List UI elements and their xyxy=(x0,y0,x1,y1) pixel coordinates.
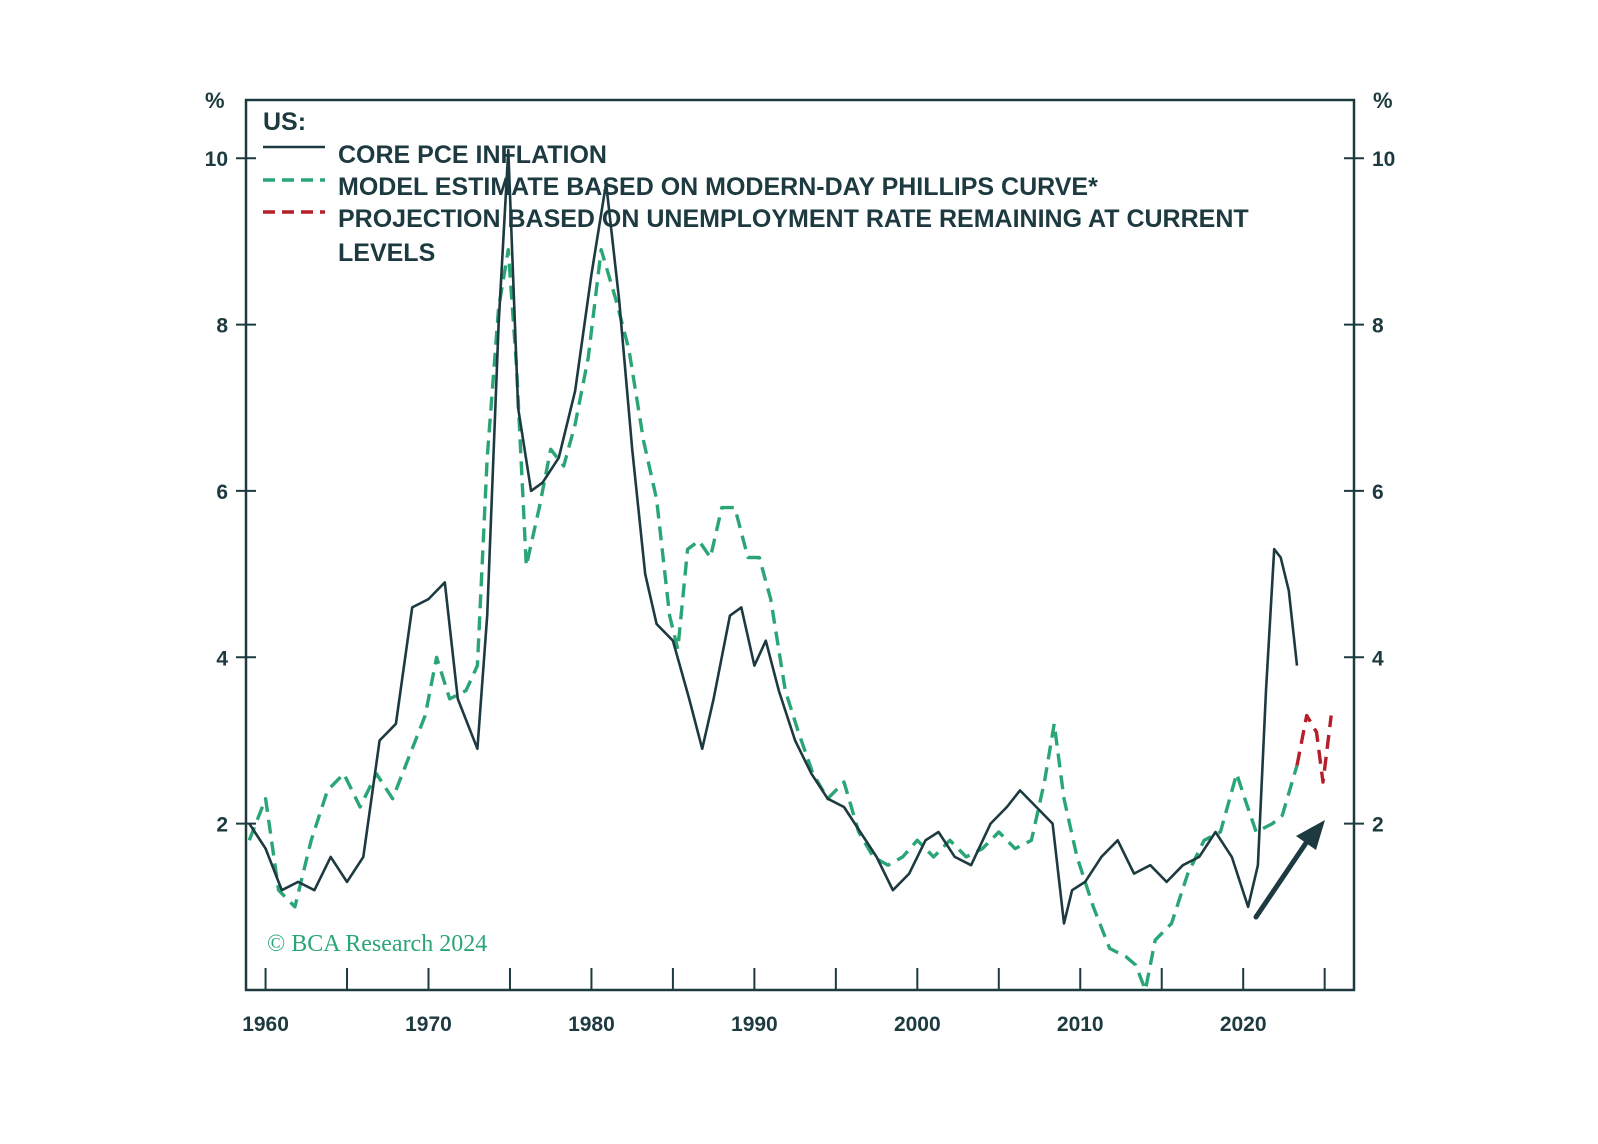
x-tick-label: 1990 xyxy=(731,1013,778,1036)
y-tick-labels-left: 2 4 6 8 10 xyxy=(205,148,229,836)
y-tick-label-right: 10 xyxy=(1372,148,1395,171)
series-line-projection xyxy=(1295,713,1333,784)
y-tick-label-left: 4 xyxy=(216,647,228,670)
plot-frame xyxy=(244,98,1356,992)
y-tick-label-left: 6 xyxy=(216,481,228,504)
legend-title: US: xyxy=(263,108,306,136)
y-tick-label-right: 2 xyxy=(1372,814,1384,837)
y-tick-label-right: 6 xyxy=(1372,481,1384,504)
legend-label-core-pce: CORE PCE INFLATION xyxy=(338,141,607,169)
y-tick-label-right: 8 xyxy=(1372,315,1384,338)
y-tick-labels-right: 2 4 6 8 10 xyxy=(1372,148,1395,836)
legend-label-projection-line1: PROJECTION BASED ON UNEMPLOYMENT RATE RE… xyxy=(338,205,1249,233)
x-tick-label: 2010 xyxy=(1057,1013,1104,1036)
y-tick-label-left: 8 xyxy=(216,315,228,338)
series-layer xyxy=(247,148,1333,992)
y-axis-unit-right: % xyxy=(1373,88,1393,113)
x-tick-label: 2020 xyxy=(1220,1013,1267,1036)
y-tick-label-right: 4 xyxy=(1372,647,1384,670)
x-tick-label: 1980 xyxy=(568,1013,615,1036)
series-line-model-estimate xyxy=(247,248,1299,992)
x-tick-label: 1970 xyxy=(405,1013,452,1036)
source-credit: © BCA Research 2024 xyxy=(267,931,487,957)
y-axis-unit-left: % xyxy=(205,88,225,113)
legend: US: CORE PCE INFLATION MODEL ESTIMATE BA… xyxy=(263,108,1249,267)
legend-label-projection-line2: LEVELS xyxy=(338,239,435,267)
x-tick-label: 1960 xyxy=(242,1013,289,1036)
y-tick-label-left: 2 xyxy=(216,814,228,837)
legend-label-model-estimate: MODEL ESTIMATE BASED ON MODERN-DAY PHILL… xyxy=(338,173,1098,201)
arrow-annotation-icon xyxy=(1253,820,1325,920)
y-tick-label-left: 10 xyxy=(205,148,228,171)
series-line-core-pce xyxy=(248,148,1299,925)
axis-ticks xyxy=(236,157,1364,990)
x-tick-label: 2000 xyxy=(894,1013,941,1036)
x-tick-labels: 1960 1970 1980 1990 2000 2010 2020 xyxy=(242,1013,1266,1036)
